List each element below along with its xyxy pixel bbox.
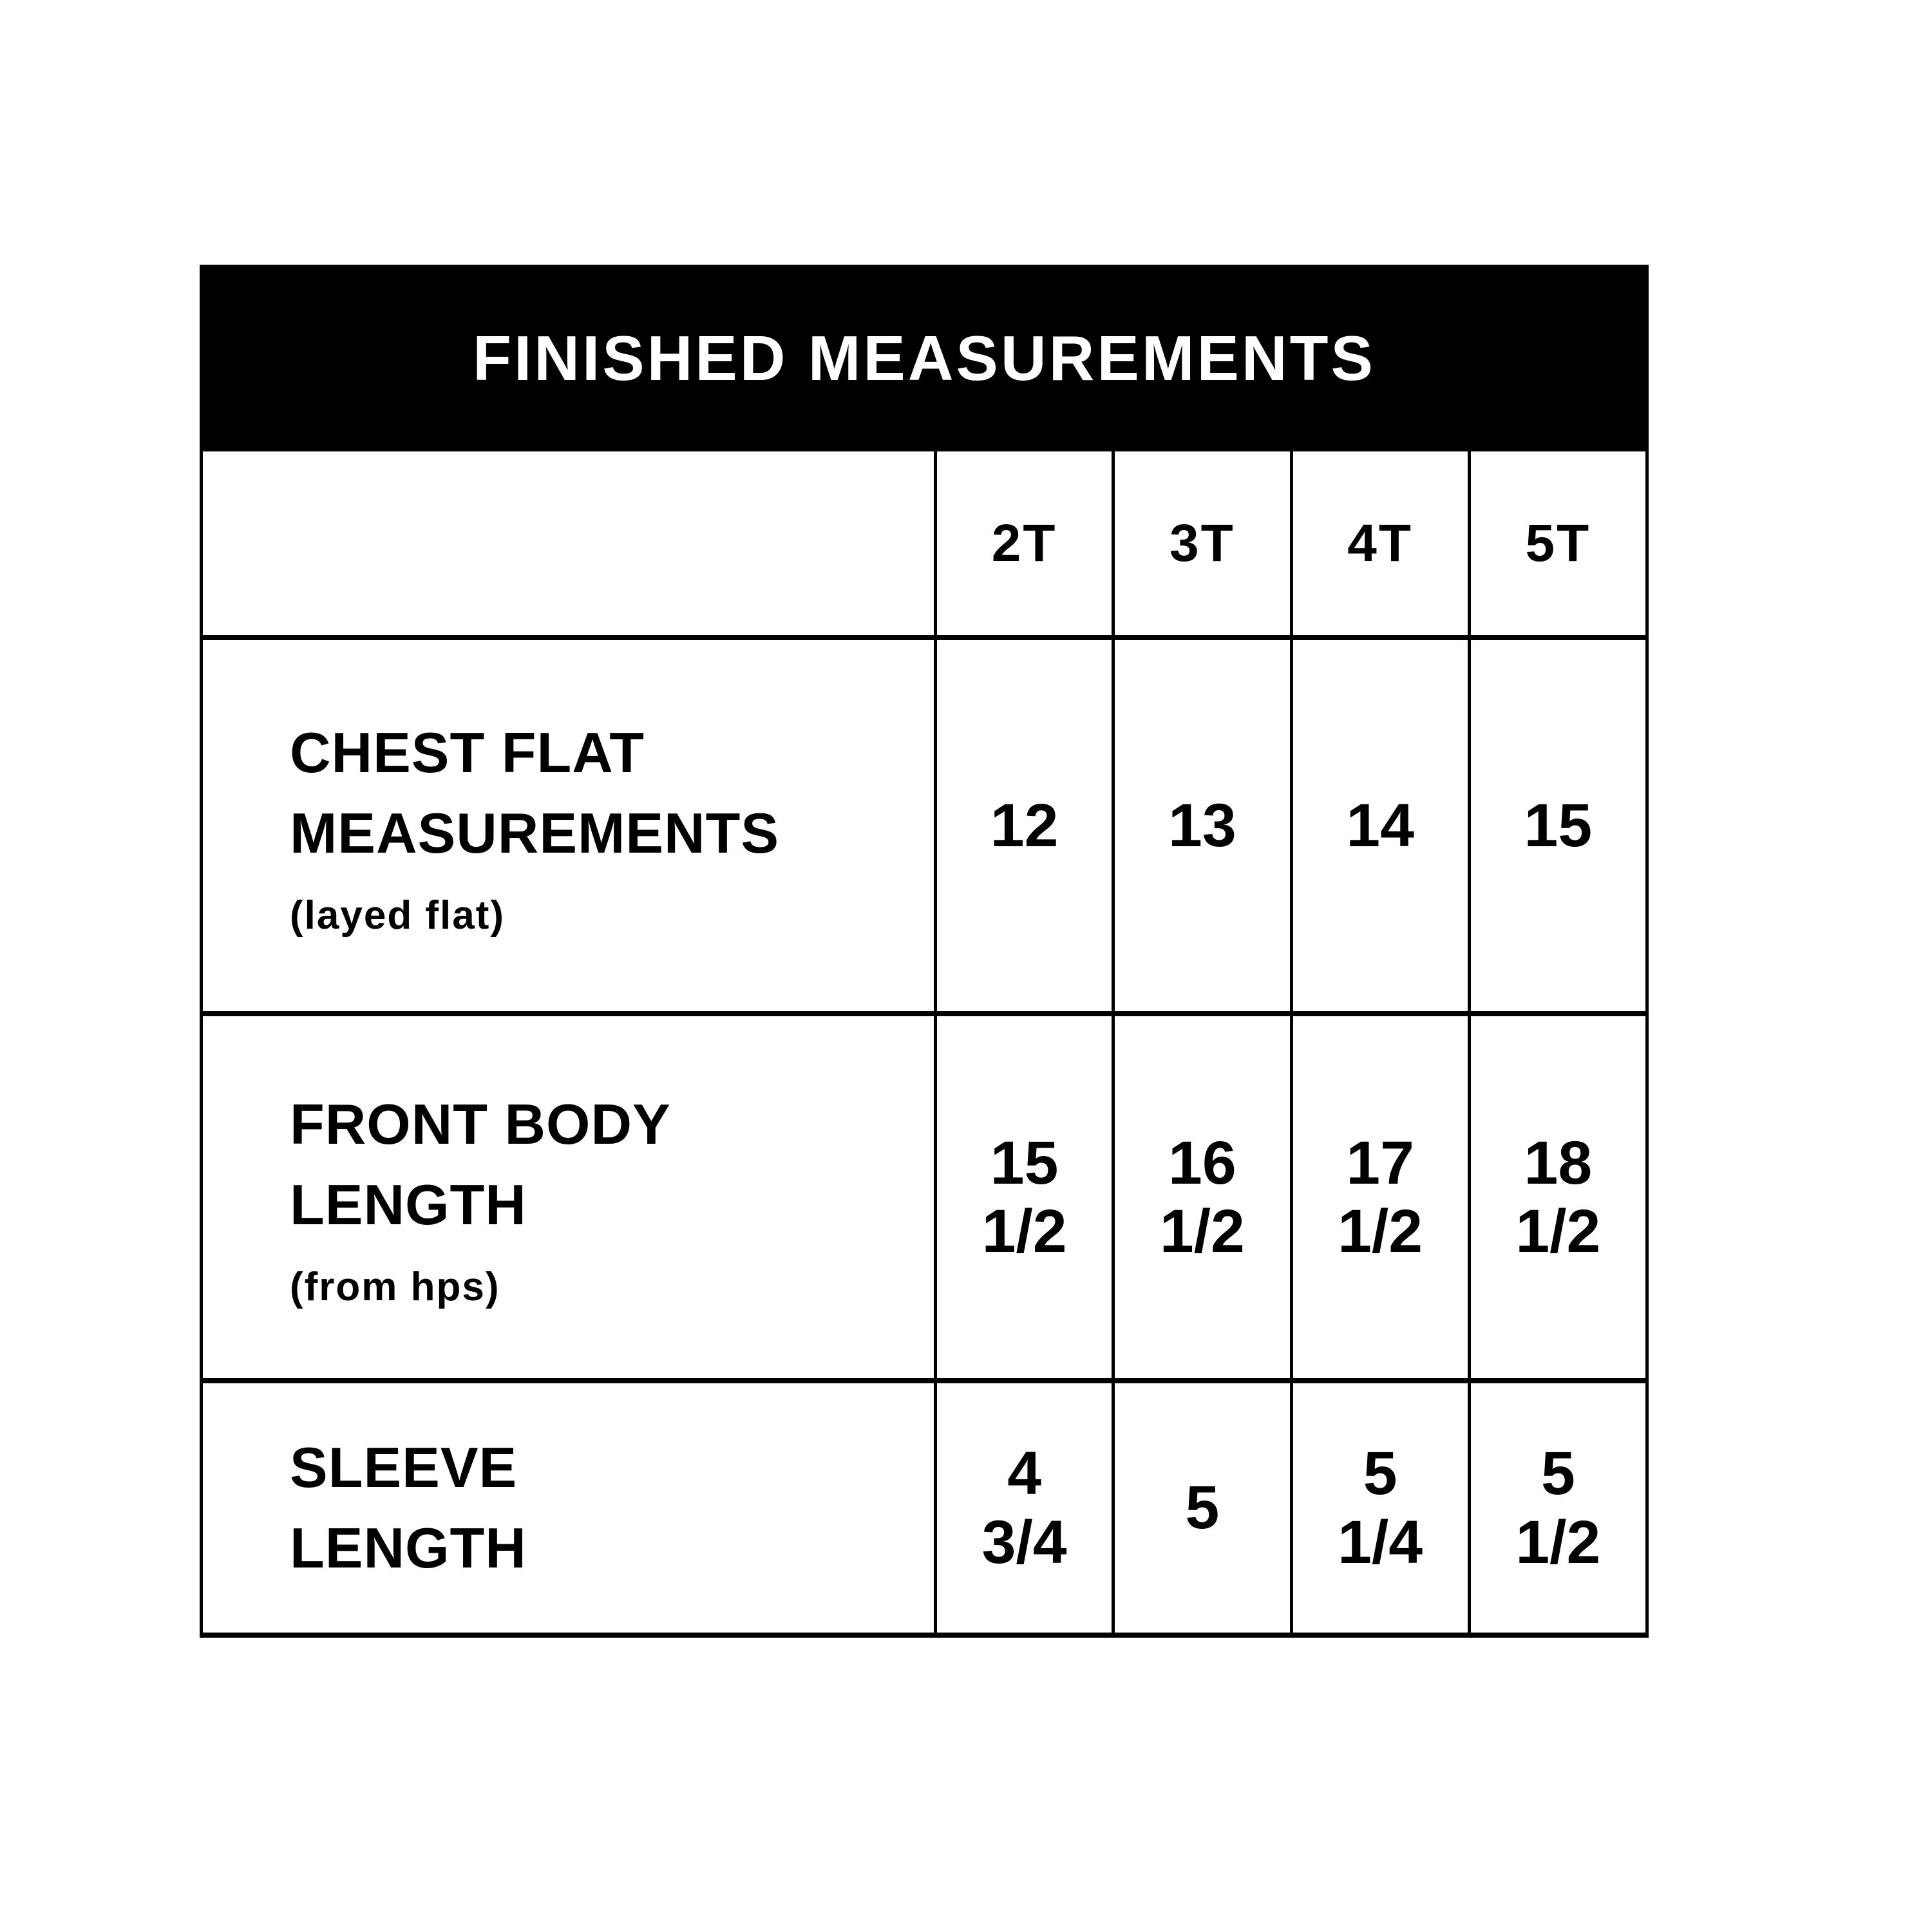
value-cell: 15: [1467, 635, 1645, 1011]
value-cell: 17 1/2: [1289, 1011, 1468, 1378]
column-header-2t: 2T: [934, 451, 1112, 635]
value-cell: 5 1/2: [1467, 1378, 1645, 1633]
row-label-front-body-length: FRONT BODY LENGTH (from hps): [203, 1011, 934, 1378]
value-line: 5: [1363, 1439, 1397, 1508]
chart-title: FINISHED MEASUREMENTS: [473, 322, 1376, 393]
value-line: 1/2: [1338, 1197, 1423, 1265]
value-cell: 5: [1112, 1378, 1290, 1633]
chart-title-bar: FINISHED MEASUREMENTS: [200, 265, 1649, 451]
corner-cell: [203, 451, 934, 635]
column-header-3t: 3T: [1112, 451, 1289, 635]
value-cell: 15 1/2: [934, 1011, 1112, 1378]
row-label-line: CHEST FLAT: [290, 720, 645, 784]
value-cell: 14: [1289, 635, 1468, 1011]
measurements-table: 2T 3T 4T 5T CHEST FLAT MEASUREMENTS (lay…: [200, 451, 1649, 1638]
row-label-note: (layed flat): [290, 893, 506, 938]
value-line: 12: [990, 791, 1059, 860]
value-line: 18: [1524, 1128, 1593, 1197]
row-label-sleeve-length: SLEEVE LENGTH: [203, 1378, 934, 1633]
row-label-line: LENGTH: [290, 1172, 527, 1236]
value-line: 15: [990, 1128, 1059, 1197]
value-line: 14: [1346, 791, 1414, 860]
column-header-4t: 4T: [1289, 451, 1468, 635]
value-line: 5: [1185, 1473, 1220, 1542]
value-line: 4: [1007, 1439, 1042, 1508]
value-line: 15: [1524, 791, 1593, 860]
row-label-line: FRONT BODY: [290, 1092, 671, 1156]
value-line: 17: [1346, 1128, 1414, 1197]
value-line: 1/2: [981, 1197, 1067, 1265]
value-cell: 5 1/4: [1289, 1378, 1468, 1633]
value-line: 5: [1540, 1439, 1575, 1508]
value-cell: 13: [1112, 635, 1290, 1011]
value-line: 16: [1168, 1128, 1236, 1197]
value-line: 1/2: [1515, 1508, 1601, 1577]
value-cell: 18 1/2: [1467, 1011, 1645, 1378]
size-chart: FINISHED MEASUREMENTS 2T 3T 4T 5T CHEST …: [200, 265, 1649, 1638]
value-cell: 12: [934, 635, 1112, 1011]
row-label-line: MEASUREMENTS: [290, 800, 780, 865]
value-cell: 4 3/4: [934, 1378, 1112, 1633]
row-label-note: (from hps): [290, 1265, 500, 1310]
row-label-line: SLEEVE: [290, 1435, 518, 1499]
column-header-5t: 5T: [1467, 451, 1645, 635]
row-label-chest-flat: CHEST FLAT MEASUREMENTS (layed flat): [203, 635, 934, 1011]
value-line: 1/2: [1515, 1197, 1601, 1265]
value-line: 1/4: [1338, 1508, 1423, 1577]
value-line: 3/4: [981, 1508, 1067, 1577]
value-line: 1/2: [1159, 1197, 1245, 1265]
row-label-line: LENGTH: [290, 1515, 527, 1580]
value-line: 13: [1168, 791, 1236, 860]
value-cell: 16 1/2: [1112, 1011, 1290, 1378]
